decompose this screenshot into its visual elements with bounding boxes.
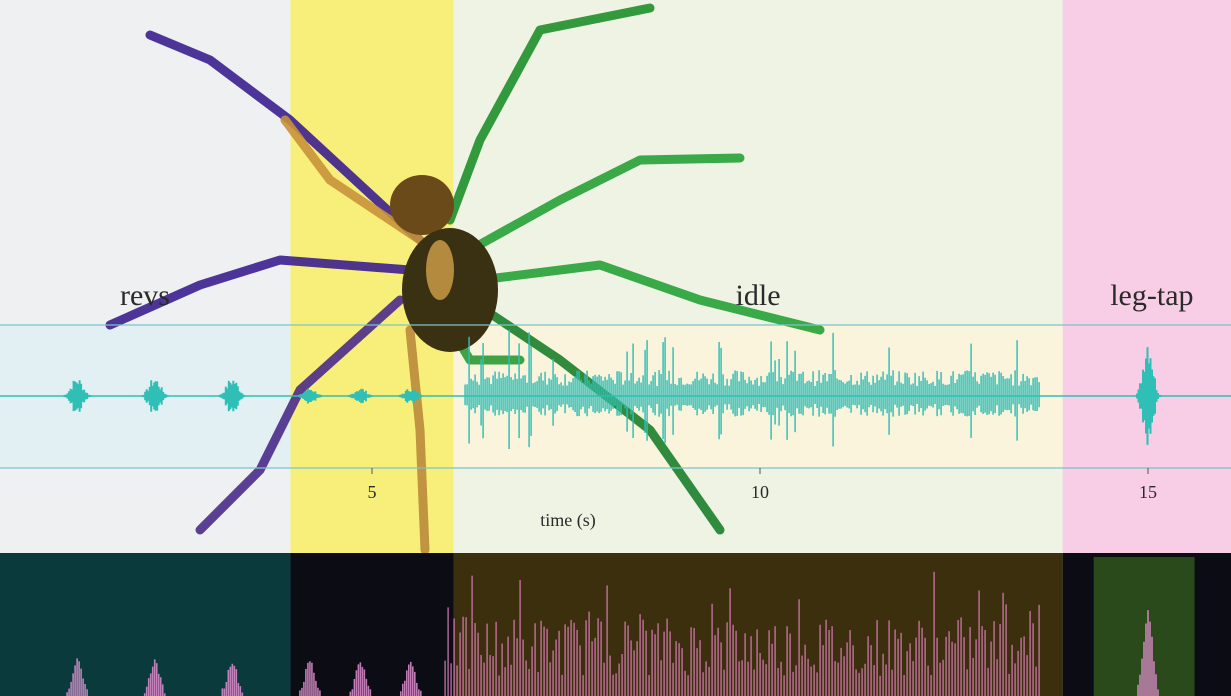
x-tick-label-10: 10	[751, 482, 769, 502]
spectrogram-burst-1	[143, 659, 166, 696]
waveform-burst-2	[217, 380, 247, 412]
spider-leg-6	[465, 153, 745, 255]
waveform-dense-region	[464, 329, 1040, 449]
spider-marking	[426, 240, 454, 300]
spectrogram-block-0	[0, 553, 291, 696]
spectrogram-burst-4	[349, 662, 372, 696]
segment-background-3	[1062, 0, 1231, 553]
waveform-burst-5	[395, 389, 425, 403]
spectrogram-block-1	[290, 553, 454, 696]
waveform-burst-1	[139, 380, 169, 412]
spectrogram-dense-energy	[444, 571, 1040, 696]
spectrogram-burst-3	[299, 661, 321, 696]
segment-label-revs: revs	[120, 279, 170, 312]
segment-label-leg-tap: leg-tap	[1110, 279, 1193, 312]
waveform-burst-4	[345, 388, 375, 404]
x-axis-label: time (s)	[540, 510, 596, 531]
segment-background-2	[453, 0, 1063, 553]
spider-leg-0	[145, 30, 425, 245]
spider-head	[390, 175, 454, 235]
spider-leg-1	[105, 255, 415, 330]
x-tick-label-5: 5	[368, 482, 377, 502]
spider-illustration	[105, 3, 825, 555]
segment-label-idle: idle	[736, 279, 781, 312]
spectrogram-burst-2	[221, 663, 244, 696]
waveform-burst-6	[1133, 347, 1162, 445]
spider-leg-2	[195, 295, 405, 535]
spider-leg-4	[405, 325, 430, 555]
spider-leg-3	[280, 115, 425, 245]
waveform-burst-3	[294, 388, 324, 404]
spectrogram-burst-0	[66, 658, 88, 696]
spider-leg-5	[445, 3, 655, 225]
x-tick-label-15: 15	[1139, 482, 1157, 502]
spider-leg-7	[475, 260, 825, 335]
spectrogram-burst-5	[400, 661, 422, 696]
spectrogram-block-2	[453, 553, 1063, 696]
waveform-burst-0	[62, 380, 92, 412]
spectrogram-burst-6	[1137, 610, 1159, 696]
